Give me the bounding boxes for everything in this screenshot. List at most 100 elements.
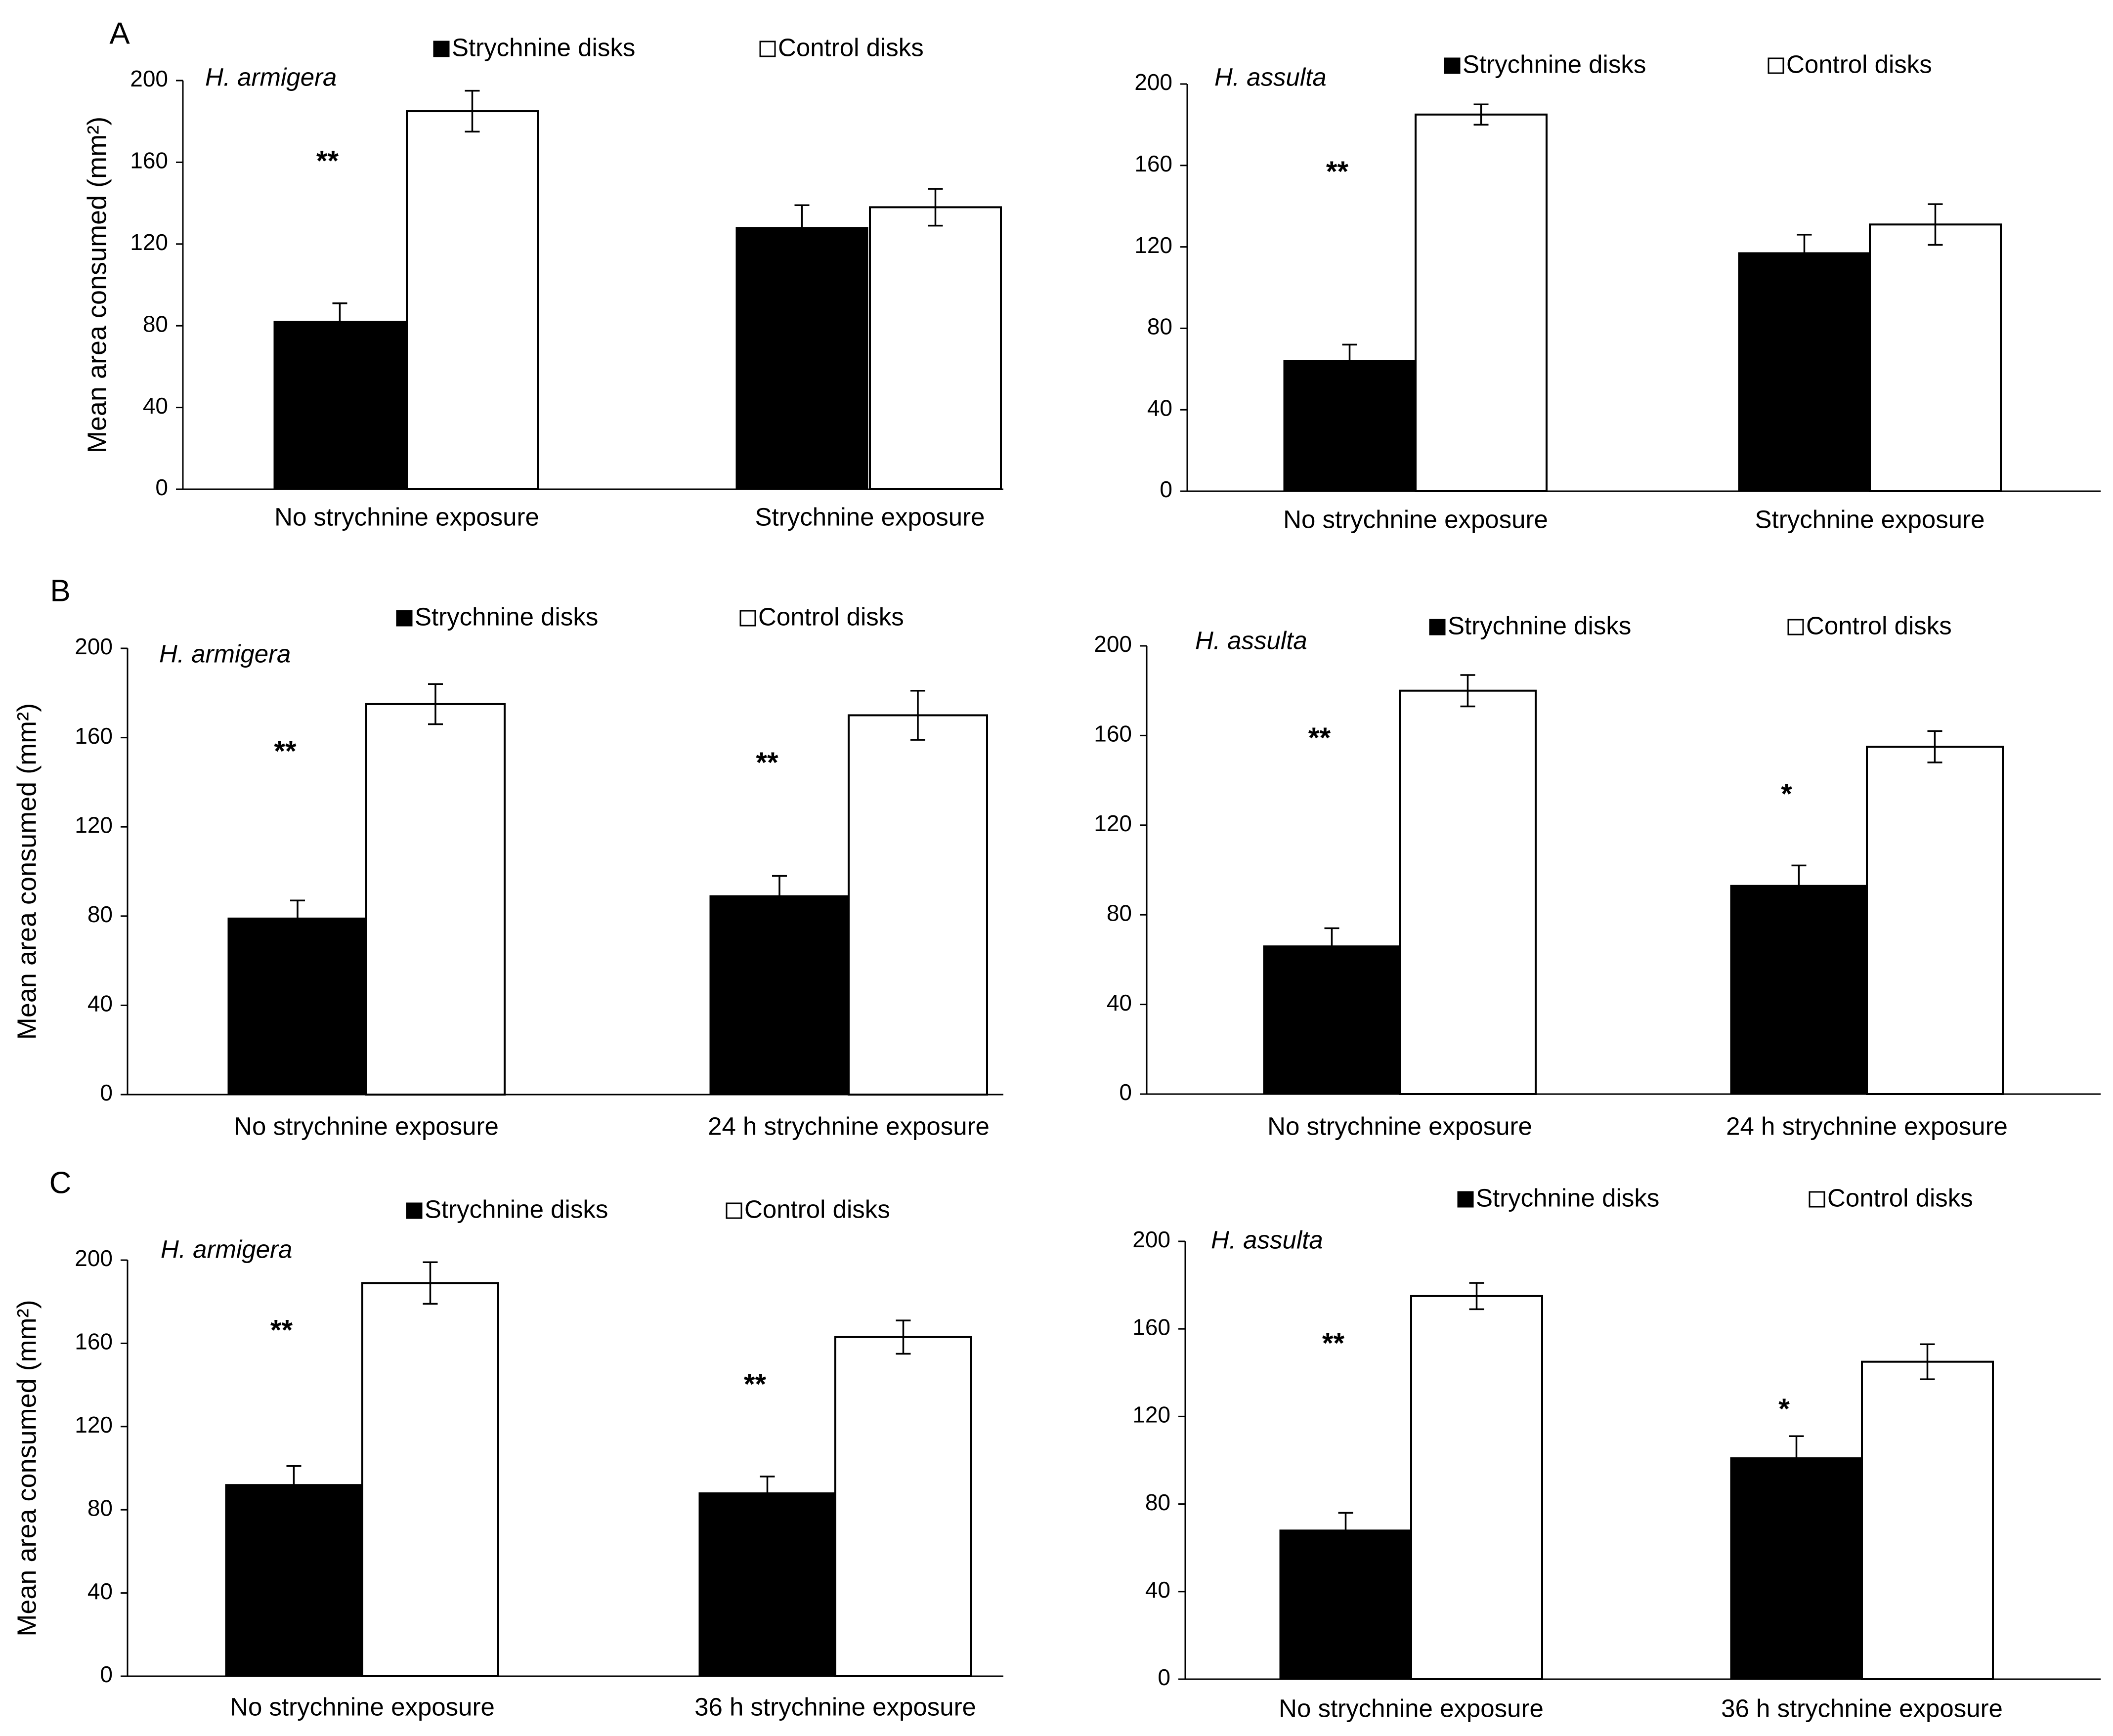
- legend-swatch-control: [1768, 57, 1784, 74]
- bar-control: [834, 1336, 972, 1677]
- y-tick-label: 80: [1107, 900, 1132, 926]
- significance-marker: **: [756, 747, 778, 779]
- y-tick-label: 120: [75, 812, 113, 838]
- legend-swatch-control: [1787, 619, 1804, 635]
- significance-marker: **: [1326, 156, 1349, 188]
- bar-control: [365, 703, 506, 1096]
- y-tick-label: 40: [87, 1578, 113, 1604]
- bar-strychnine: [698, 1492, 836, 1677]
- bar-control: [848, 714, 988, 1096]
- bar-strychnine: [225, 1484, 363, 1677]
- legend-label-control: Control disks: [1786, 50, 1932, 78]
- bar-strychnine: [273, 321, 406, 490]
- y-tick-label: 40: [1147, 395, 1172, 421]
- bar-control: [1410, 1295, 1543, 1680]
- category-label: No strychnine exposure: [1279, 1694, 1544, 1722]
- legend-label-strychnine: Strychnine disks: [425, 1195, 608, 1223]
- y-tick-label: 160: [1132, 1314, 1170, 1340]
- panel-letter: A: [109, 16, 130, 50]
- bar-control: [869, 206, 1002, 490]
- y-tick-label: 160: [1094, 721, 1132, 747]
- significance-marker: **: [1322, 1327, 1345, 1359]
- bar-control: [361, 1282, 499, 1678]
- category-label: No strychnine exposure: [1283, 505, 1548, 533]
- bar-strychnine: [1730, 885, 1868, 1095]
- y-tick-label: 0: [1119, 1079, 1132, 1105]
- significance-marker: **: [274, 735, 297, 767]
- y-tick-label: 80: [1147, 314, 1172, 339]
- species-label: H. assulta: [1214, 63, 1327, 91]
- bar-strychnine: [1738, 252, 1871, 492]
- y-tick-label: 160: [75, 723, 113, 749]
- y-tick-label: 40: [1145, 1577, 1170, 1603]
- significance-marker: **: [270, 1314, 293, 1347]
- panel-letter: C: [49, 1166, 72, 1200]
- bar-strychnine: [227, 917, 368, 1096]
- y-tick-label: 200: [130, 66, 168, 91]
- legend-swatch-control: [759, 41, 776, 57]
- category-label: No strychnine exposure: [234, 1112, 499, 1140]
- bar-strychnine: [1283, 360, 1416, 492]
- legend-swatch-strychnine: [433, 41, 450, 57]
- category-label: No strychnine exposure: [274, 503, 539, 531]
- legend-swatch-control: [1809, 1191, 1825, 1208]
- y-tick-label: 80: [143, 311, 168, 337]
- bar-strychnine: [1279, 1529, 1412, 1680]
- species-label: H. armigera: [159, 639, 291, 668]
- category-label: 36 h strychnine exposure: [694, 1693, 976, 1721]
- category-label: 36 h strychnine exposure: [1721, 1694, 2003, 1722]
- significance-marker: **: [1308, 722, 1331, 754]
- legend-label-control: Control disks: [758, 602, 904, 631]
- category-label: No strychnine exposure: [1267, 1112, 1532, 1140]
- legend-label-strychnine: Strychnine disks: [415, 602, 598, 631]
- y-tick-label: 200: [1132, 1227, 1170, 1252]
- category-label: 24 h strychnine exposure: [1726, 1112, 2008, 1140]
- panel-letter: B: [50, 574, 70, 608]
- y-axis-label: Mean area consumed (mm²): [82, 117, 112, 453]
- y-tick-label: 0: [100, 1080, 113, 1105]
- species-label: H. armigera: [161, 1235, 292, 1263]
- bar-strychnine: [709, 895, 850, 1096]
- legend-swatch-strychnine: [1457, 1191, 1474, 1208]
- y-tick-label: 160: [1134, 151, 1172, 176]
- significance-marker: *: [1778, 1393, 1790, 1425]
- legend-label-strychnine: Strychnine disks: [452, 33, 635, 61]
- y-tick-label: 80: [87, 1495, 113, 1521]
- y-tick-label: 40: [1107, 990, 1132, 1016]
- y-tick-label: 40: [87, 991, 113, 1016]
- y-tick-label: 0: [1158, 1664, 1170, 1690]
- y-tick-label: 0: [100, 1661, 113, 1687]
- bar-control: [1399, 689, 1537, 1095]
- y-tick-label: 80: [87, 901, 113, 927]
- legend-label-control: Control disks: [1806, 611, 1952, 639]
- legend-swatch-strychnine: [1429, 619, 1446, 635]
- legend-swatch-strychnine: [406, 1202, 423, 1219]
- bar-control: [1869, 223, 2002, 492]
- legend-label-control: Control disks: [1827, 1184, 1973, 1212]
- significance-marker: **: [316, 145, 339, 177]
- species-label: H. assulta: [1195, 626, 1307, 654]
- y-tick-label: 160: [130, 148, 168, 173]
- bar-strychnine: [1730, 1457, 1863, 1680]
- y-tick-label: 120: [1134, 232, 1172, 258]
- legend-swatch-control: [739, 610, 756, 627]
- category-label: 24 h strychnine exposure: [708, 1112, 990, 1140]
- legend-label-strychnine: Strychnine disks: [1476, 1184, 1659, 1212]
- y-tick-label: 80: [1145, 1489, 1170, 1515]
- bar-control: [406, 110, 539, 490]
- species-label: H. assulta: [1211, 1226, 1323, 1254]
- legend-swatch-control: [726, 1202, 742, 1219]
- category-label: Strychnine exposure: [1755, 505, 1985, 533]
- y-tick-label: 160: [75, 1329, 113, 1355]
- y-tick-label: 120: [75, 1412, 113, 1438]
- y-axis-label: Mean area consumed (mm²): [12, 1300, 42, 1636]
- category-label: No strychnine exposure: [230, 1693, 495, 1721]
- legend-label-control: Control disks: [778, 33, 924, 61]
- y-axis-label: Mean area consumed (mm²): [12, 703, 42, 1040]
- significance-marker: *: [1781, 778, 1792, 810]
- y-tick-label: 200: [1094, 631, 1132, 657]
- category-label: Strychnine exposure: [755, 503, 985, 531]
- y-tick-label: 0: [1160, 476, 1172, 502]
- y-tick-label: 40: [143, 393, 168, 419]
